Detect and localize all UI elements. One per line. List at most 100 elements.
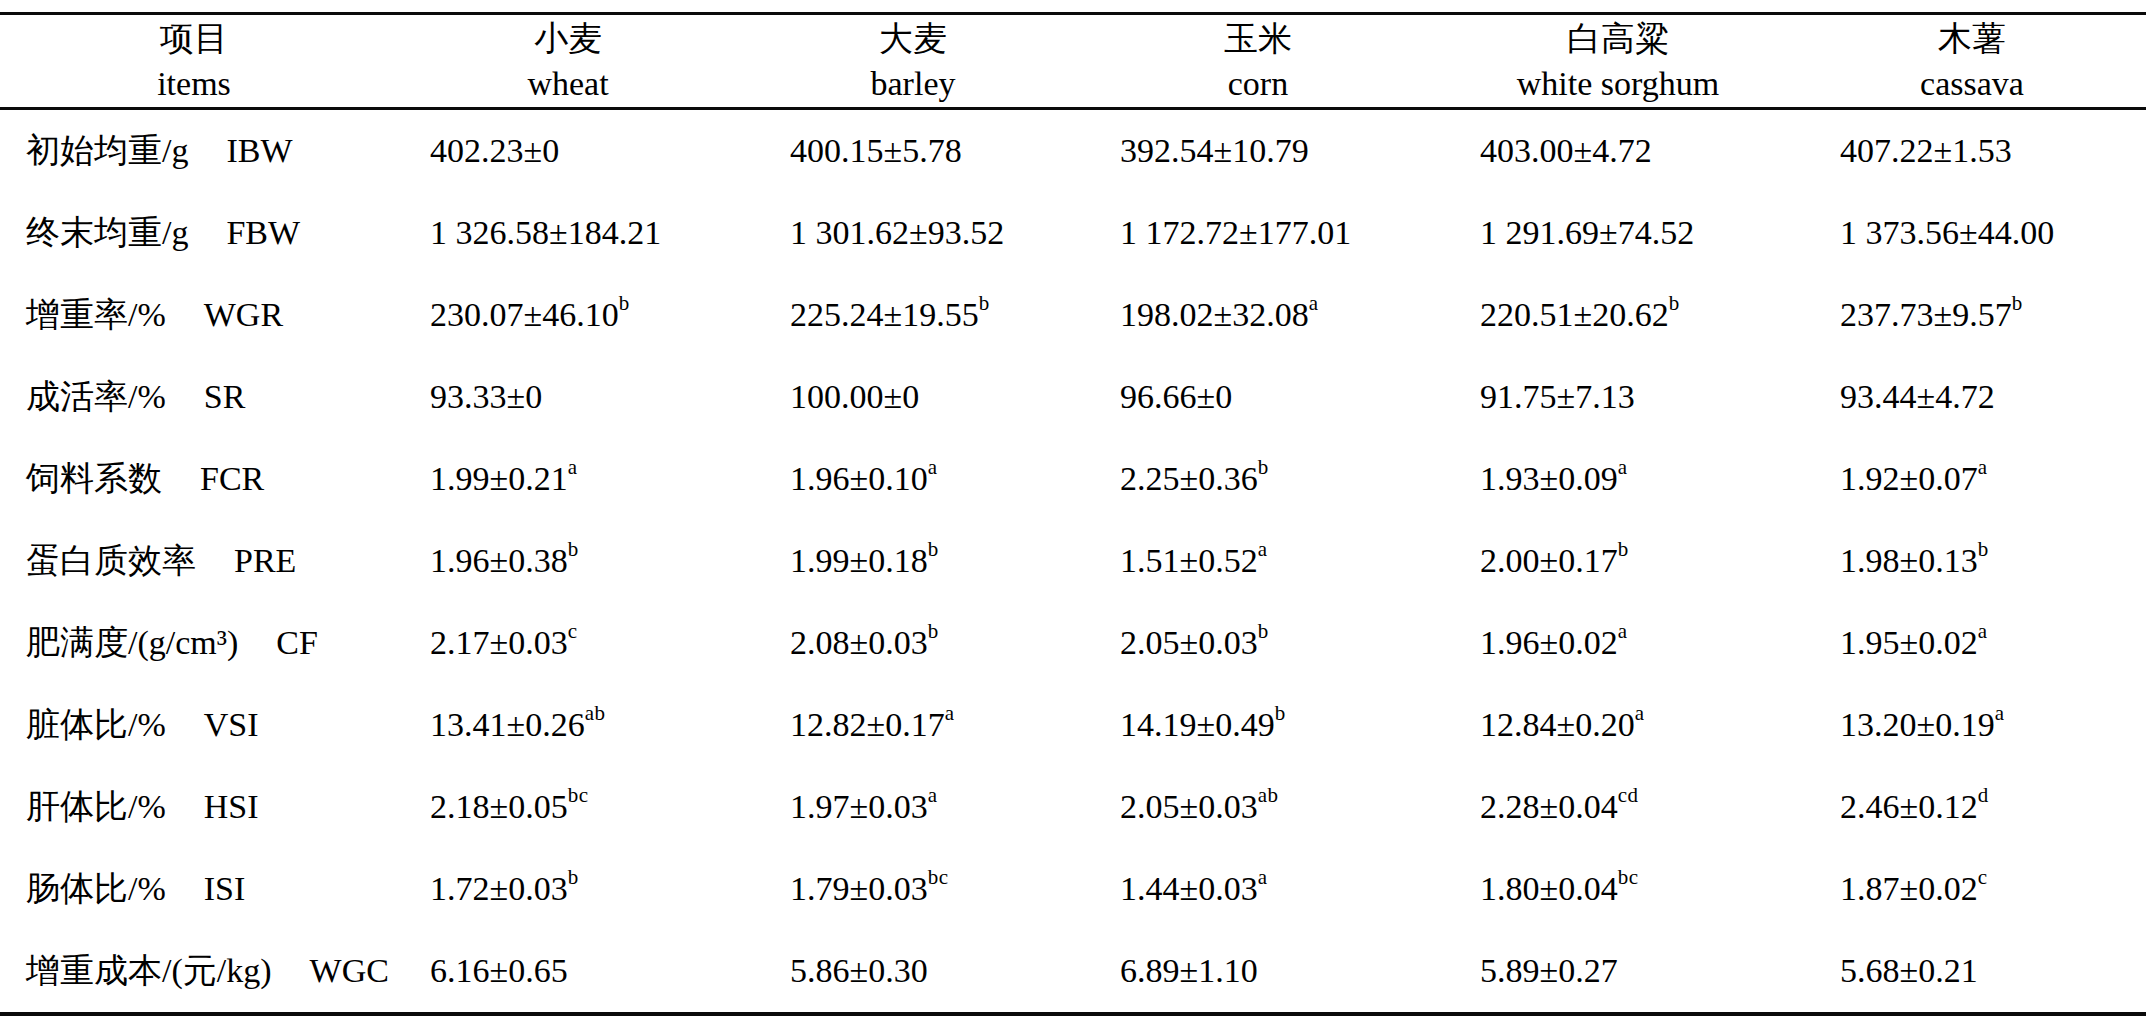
value-cell: 1.79±0.03bc	[748, 848, 1078, 930]
table-row: 初始均重/gIBW402.23±0400.15±5.78392.54±10.79…	[0, 109, 2146, 193]
significance-superscript: b	[568, 865, 579, 889]
value-cell: 2.25±0.36b	[1078, 438, 1438, 520]
significance-superscript: b	[568, 537, 579, 561]
value-cell: 100.00±0	[748, 356, 1078, 438]
col-header-white-sorghum-cn: 白高粱	[1438, 16, 1798, 61]
value-cell: 1.72±0.03b	[388, 848, 748, 930]
significance-superscript: a	[1618, 619, 1628, 643]
value-cell: 230.07±46.10b	[388, 274, 748, 356]
table-row: 肥满度/(g/cm³)CF2.17±0.03c2.08±0.03b2.05±0.…	[0, 602, 2146, 684]
row-label-abbr: FCR	[200, 460, 264, 497]
row-label-cn: 增重成本/(元/kg)	[26, 952, 272, 989]
value-cell: 400.15±5.78	[748, 109, 1078, 193]
value-cell: 1.99±0.21a	[388, 438, 748, 520]
significance-superscript: a	[1978, 619, 1988, 643]
significance-superscript: b	[1258, 455, 1269, 479]
value-cell: 402.23±0	[388, 109, 748, 193]
value-cell: 2.18±0.05bc	[388, 766, 748, 848]
row-label-cn: 脏体比/%	[26, 706, 166, 743]
value-cell: 2.28±0.04cd	[1438, 766, 1798, 848]
significance-superscript: b	[979, 291, 990, 315]
col-header-barley: 大麦 barley	[748, 14, 1078, 109]
significance-superscript: b	[1258, 619, 1269, 643]
significance-superscript: bc	[568, 783, 589, 807]
value-cell: 1 172.72±177.01	[1078, 192, 1438, 274]
value-cell: 12.82±0.17a	[748, 684, 1078, 766]
row-label: 成活率/%SR	[0, 356, 388, 438]
row-label-abbr: FBW	[226, 214, 300, 251]
significance-superscript: a	[1258, 537, 1268, 561]
value-cell: 1.93±0.09a	[1438, 438, 1798, 520]
value-cell: 1 301.62±93.52	[748, 192, 1078, 274]
significance-superscript: ab	[585, 701, 606, 725]
row-label: 终末均重/gFBW	[0, 192, 388, 274]
value-cell: 2.08±0.03b	[748, 602, 1078, 684]
significance-superscript: a	[1995, 701, 2005, 725]
value-cell: 225.24±19.55b	[748, 274, 1078, 356]
value-cell: 5.89±0.27	[1438, 930, 1798, 1014]
value-cell: 91.75±7.13	[1438, 356, 1798, 438]
table-row: 饲料系数FCR1.99±0.21a1.96±0.10a2.25±0.36b1.9…	[0, 438, 2146, 520]
row-label: 增重率/%WGR	[0, 274, 388, 356]
row-label-abbr: ISI	[204, 870, 246, 907]
results-table: 项目 items 小麦 wheat 大麦 barley 玉米 corn 白高粱	[0, 12, 2146, 1016]
table-row: 增重成本/(元/kg)WGC6.16±0.655.86±0.306.89±1.1…	[0, 930, 2146, 1014]
significance-superscript: a	[928, 783, 938, 807]
significance-superscript: b	[2012, 291, 2023, 315]
col-header-wheat-en: wheat	[388, 61, 748, 106]
row-label-cn: 肠体比/%	[26, 870, 166, 907]
table-row: 蛋白质效率PRE1.96±0.38b1.99±0.18b1.51±0.52a2.…	[0, 520, 2146, 602]
row-label-cn: 肝体比/%	[26, 788, 166, 825]
significance-superscript: b	[928, 619, 939, 643]
col-header-cassava-cn: 木薯	[1798, 16, 2146, 61]
row-label-cn: 成活率/%	[26, 378, 166, 415]
row-label-abbr: WGR	[204, 296, 283, 333]
value-cell: 1.97±0.03a	[748, 766, 1078, 848]
table-row: 增重率/%WGR230.07±46.10b225.24±19.55b198.02…	[0, 274, 2146, 356]
value-cell: 5.68±0.21	[1798, 930, 2146, 1014]
value-cell: 6.16±0.65	[388, 930, 748, 1014]
significance-superscript: ab	[1258, 783, 1279, 807]
significance-superscript: a	[568, 455, 578, 479]
row-label: 初始均重/gIBW	[0, 109, 388, 193]
value-cell: 237.73±9.57b	[1798, 274, 2146, 356]
row-label-abbr: PRE	[234, 542, 296, 579]
row-label: 增重成本/(元/kg) WGC	[0, 930, 388, 1014]
row-label: 蛋白质效率PRE	[0, 520, 388, 602]
row-label: 脏体比/%VSI	[0, 684, 388, 766]
col-header-barley-cn: 大麦	[748, 16, 1078, 61]
table-row: 终末均重/gFBW1 326.58±184.211 301.62±93.521 …	[0, 192, 2146, 274]
col-header-white-sorghum: 白高粱 white sorghum	[1438, 14, 1798, 109]
value-cell: 1.96±0.02a	[1438, 602, 1798, 684]
significance-superscript: a	[945, 701, 955, 725]
row-label: 饲料系数FCR	[0, 438, 388, 520]
value-cell: 93.44±4.72	[1798, 356, 2146, 438]
significance-superscript: a	[1618, 455, 1628, 479]
significance-superscript: a	[1258, 865, 1268, 889]
header-row: 项目 items 小麦 wheat 大麦 barley 玉米 corn 白高粱	[0, 14, 2146, 109]
value-cell: 392.54±10.79	[1078, 109, 1438, 193]
value-cell: 403.00±4.72	[1438, 109, 1798, 193]
row-label-cn: 初始均重/g	[26, 132, 188, 169]
significance-superscript: cd	[1618, 783, 1639, 807]
row-label-abbr: WGC	[310, 952, 389, 989]
value-cell: 93.33±0	[388, 356, 748, 438]
significance-superscript: a	[1635, 701, 1645, 725]
significance-superscript: d	[1978, 783, 1989, 807]
significance-superscript: b	[928, 537, 939, 561]
value-cell: 407.22±1.53	[1798, 109, 2146, 193]
value-cell: 1.92±0.07a	[1798, 438, 2146, 520]
significance-superscript: b	[1618, 537, 1629, 561]
row-label: 肝体比/%HSI	[0, 766, 388, 848]
col-header-items-cn: 项目	[0, 16, 388, 61]
table-row: 脏体比/%VSI13.41±0.26ab12.82±0.17a14.19±0.4…	[0, 684, 2146, 766]
value-cell: 1.44±0.03a	[1078, 848, 1438, 930]
col-header-corn-cn: 玉米	[1078, 16, 1438, 61]
value-cell: 96.66±0	[1078, 356, 1438, 438]
value-cell: 220.51±20.62b	[1438, 274, 1798, 356]
value-cell: 1.96±0.38b	[388, 520, 748, 602]
col-header-wheat: 小麦 wheat	[388, 14, 748, 109]
table-header: 项目 items 小麦 wheat 大麦 barley 玉米 corn 白高粱	[0, 14, 2146, 109]
row-label: 肥满度/(g/cm³)CF	[0, 602, 388, 684]
value-cell: 1.87±0.02c	[1798, 848, 2146, 930]
